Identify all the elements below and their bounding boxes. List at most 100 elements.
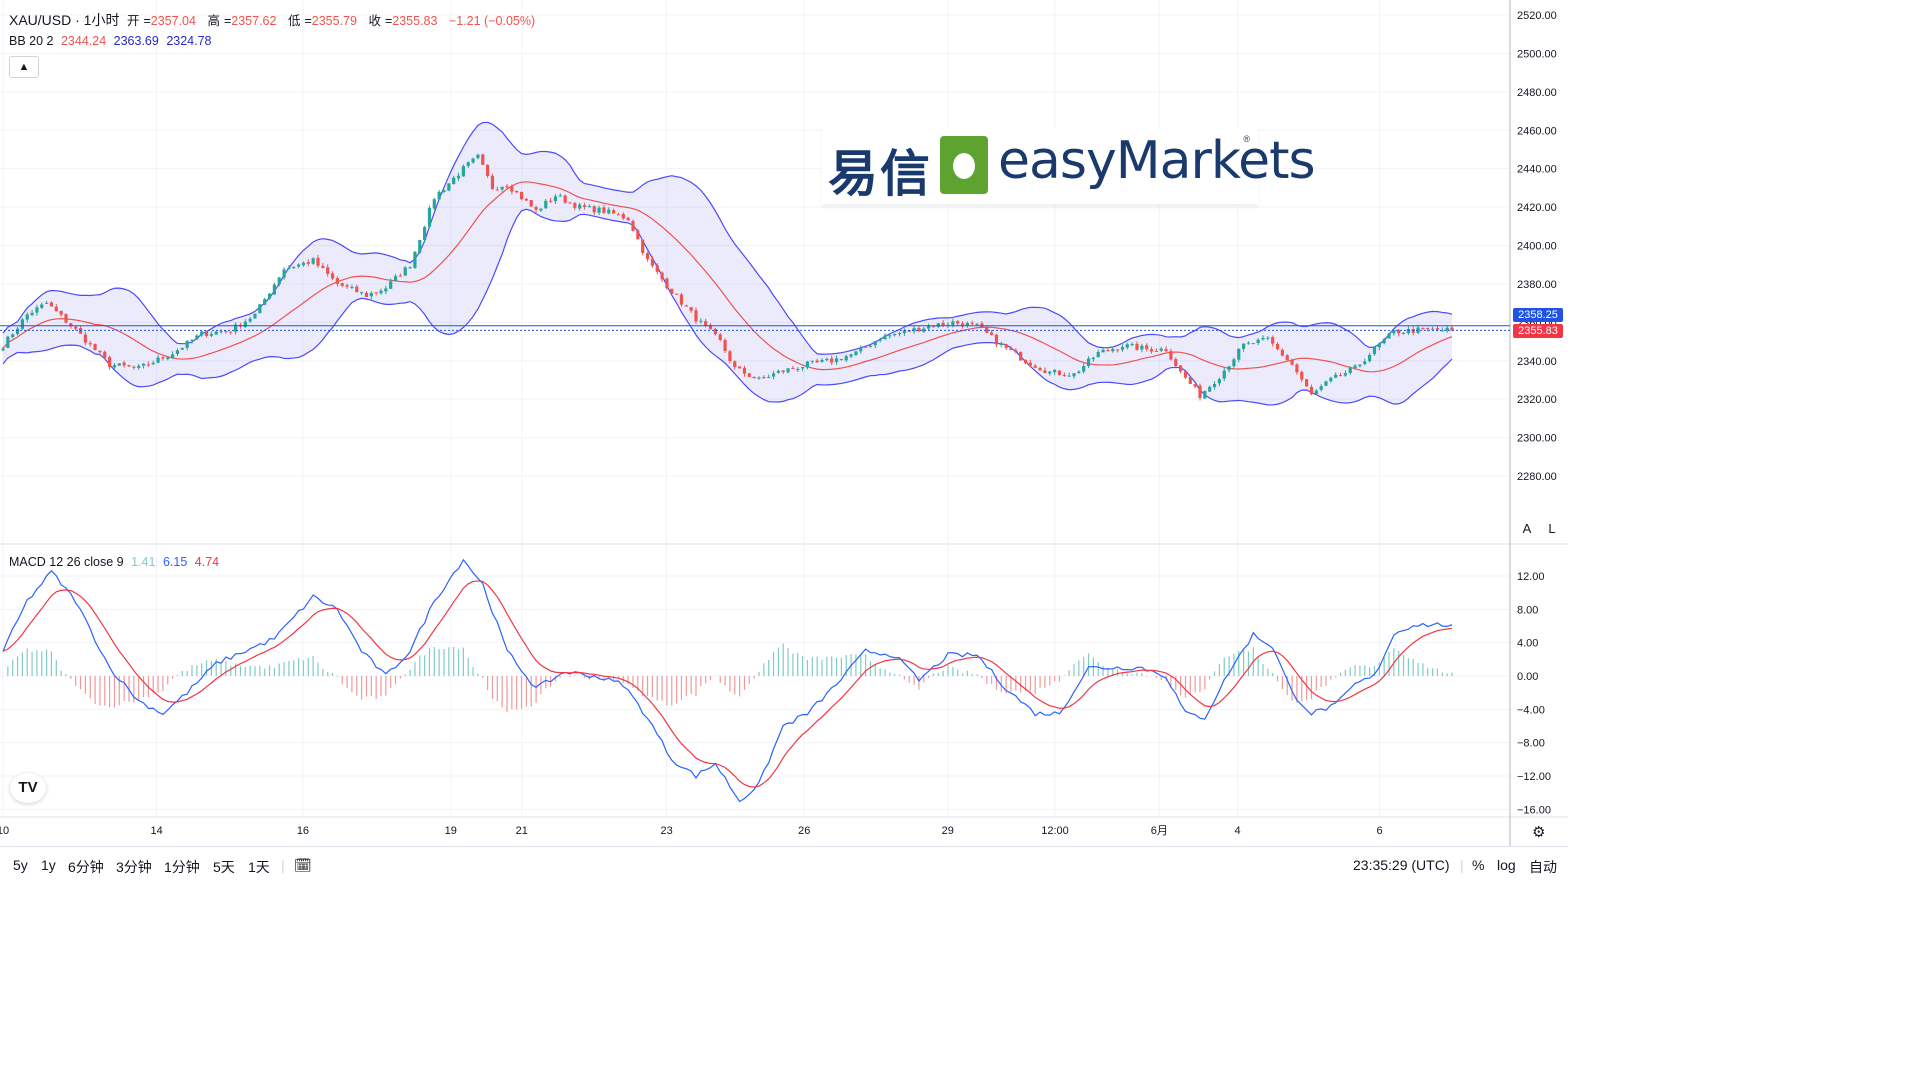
- candle-body: [1019, 351, 1023, 361]
- candle-body: [999, 343, 1003, 345]
- candle-body: [854, 351, 858, 355]
- collapse-legend-button[interactable]: ▲: [9, 56, 39, 78]
- candle-body: [1203, 391, 1207, 399]
- candle-body: [796, 369, 800, 371]
- time-axis-tick: 6月: [1151, 825, 1168, 837]
- candle-body: [1014, 350, 1018, 353]
- chart-area[interactable]: 2280.00 2300.00 2320.00 2340.00 23 6 0.00 2380.…: [0, 0, 1568, 846]
- clock-time[interactable]: 23:35:29 (UTC): [1353, 857, 1450, 873]
- candle-body: [1072, 373, 1076, 377]
- log-scale-button[interactable]: L: [1548, 521, 1556, 536]
- candle-body: [1275, 343, 1280, 350]
- percent-scale-button[interactable]: %: [1472, 857, 1485, 873]
- candle-body: [505, 186, 509, 188]
- candle-body: [11, 334, 15, 338]
- candle-body: [810, 360, 814, 362]
- candle-body: [621, 213, 625, 219]
- candle-body: [374, 292, 378, 294]
- candle-body: [699, 320, 703, 322]
- candle-body: [389, 281, 393, 289]
- range-1min-button[interactable]: 1分钟: [164, 859, 200, 875]
- candle-body: [1174, 359, 1178, 366]
- symbol-title[interactable]: XAU/USD · 1小时: [9, 12, 120, 28]
- symbol-legend: XAU/USD · 1小时 开 =2357.04 高 =2357.62 低 =2355…: [9, 10, 539, 30]
- bb-lower-value: 2324.78: [166, 34, 212, 48]
- candle-body: [1382, 339, 1386, 344]
- candle-body: [330, 273, 335, 279]
- candle-body: [1188, 376, 1192, 384]
- candle-body: [1411, 329, 1415, 333]
- candle-body: [922, 328, 926, 332]
- candle-body: [1057, 370, 1062, 375]
- candle-body: [287, 267, 291, 269]
- candle-body: [204, 331, 209, 336]
- candle-body: [1377, 343, 1381, 348]
- price-axis-tick: 2300.00: [1517, 433, 1557, 445]
- candle-body: [762, 377, 766, 379]
- candle-body: [452, 177, 456, 185]
- candle-body: [1392, 330, 1396, 334]
- range-5y-button[interactable]: 5y: [13, 857, 28, 873]
- auto-scale-button[interactable]: A: [1522, 521, 1532, 536]
- candle-body: [1397, 329, 1401, 334]
- macd-axis-tick: 12.00: [1517, 571, 1545, 583]
- tradingview-logo-icon[interactable]: TV: [10, 773, 46, 803]
- range-1y-button[interactable]: 1y: [41, 857, 56, 873]
- candle-body: [675, 293, 679, 295]
- candle-body: [1445, 327, 1449, 331]
- date-range-calendar-icon[interactable]: 🗓: [294, 857, 312, 873]
- candle-body: [49, 302, 54, 307]
- bb-legend[interactable]: BB 20 2 2344.24 2363.69 2324.78: [9, 34, 216, 48]
- candle-body: [1120, 347, 1125, 350]
- candle-body: [1431, 328, 1435, 330]
- candle-body: [122, 362, 126, 366]
- macd-signal-line: [2, 580, 1453, 788]
- candle-body: [868, 345, 873, 347]
- candle-body: [335, 278, 339, 284]
- candle-body: [214, 331, 218, 335]
- candle-body: [616, 214, 621, 216]
- candle-body: [146, 364, 150, 366]
- candle-body: [558, 195, 562, 197]
- candle-body: [171, 354, 175, 358]
- logo-green-mark: [940, 136, 988, 194]
- candle-body: [834, 358, 839, 363]
- candle-body: [965, 322, 969, 326]
- macd-label: MACD 12 26 close 9: [9, 555, 124, 569]
- candle-body: [369, 292, 373, 297]
- price-axis-tick: 2400.00: [1517, 241, 1557, 253]
- time-axis-tick: 4: [1234, 825, 1240, 837]
- macd-legend[interactable]: MACD 12 26 close 9 1.41 6.15 4.74: [9, 555, 223, 569]
- range-6min-button[interactable]: 6分钟: [68, 859, 104, 875]
- candle-body: [45, 302, 49, 304]
- candle-body: [461, 166, 465, 177]
- range-3min-button[interactable]: 3分钟: [116, 859, 152, 875]
- settings-gear-icon[interactable]: ⚙: [1532, 824, 1546, 841]
- candle-body: [820, 359, 824, 362]
- candle-body: [175, 350, 180, 354]
- candle-body: [650, 258, 654, 266]
- candle-body: [612, 210, 616, 214]
- candle-body: [1343, 373, 1347, 376]
- candle-body: [437, 191, 441, 200]
- candle-body: [466, 162, 470, 166]
- candle-body: [1169, 351, 1173, 360]
- auto-toggle-button[interactable]: 自动: [1529, 859, 1557, 875]
- candle-body: [1363, 361, 1367, 364]
- candle-body: [219, 331, 223, 333]
- candle-body: [1319, 386, 1323, 390]
- time-axis-tick: 12:00: [1041, 825, 1069, 837]
- candle-body: [1140, 345, 1144, 350]
- candle-body: [873, 341, 877, 346]
- candle-body: [30, 312, 34, 315]
- price-axis-tick: 2500.00: [1517, 48, 1557, 60]
- candle-body: [224, 331, 228, 333]
- candle-body: [805, 361, 810, 368]
- range-1d-button[interactable]: 1天: [248, 859, 270, 875]
- candle-body: [137, 365, 141, 368]
- candle-body: [1290, 360, 1294, 365]
- candle-body: [93, 343, 97, 350]
- candle-body: [864, 346, 868, 348]
- range-5d-button[interactable]: 5天: [213, 859, 235, 875]
- log-toggle-button[interactable]: log: [1497, 857, 1516, 873]
